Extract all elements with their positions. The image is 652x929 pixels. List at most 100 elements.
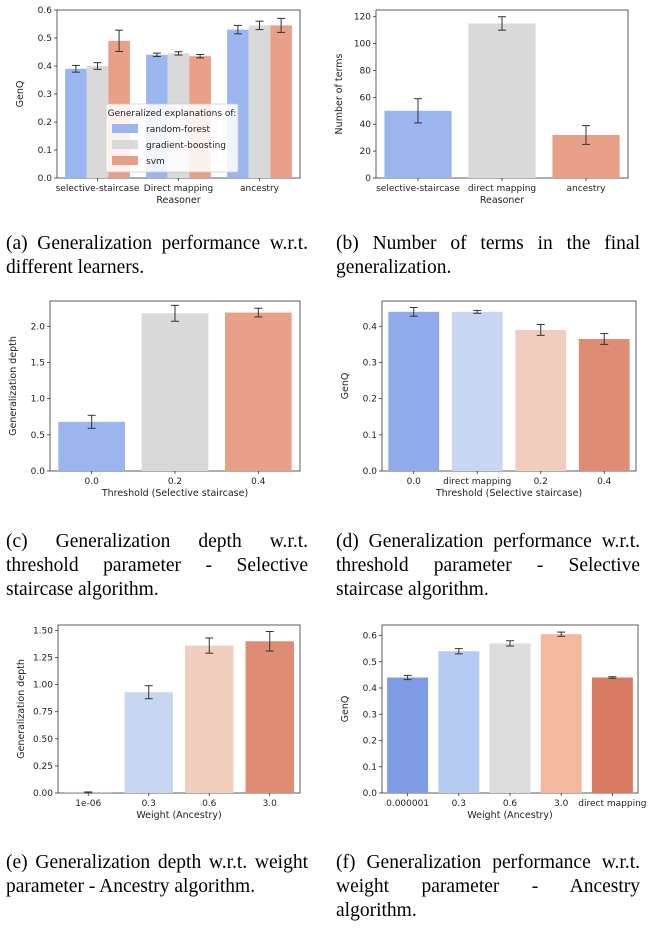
chart-b-svg: 0 20 40 60 80 100 120 Number of terms selective-… — [334, 9, 629, 206]
y-tick-label: 0 — [365, 174, 371, 184]
x-tick-label: 0.4 — [251, 477, 266, 487]
y-tick-label: 0.6 — [38, 6, 53, 16]
x-tick-label: ancestry — [567, 184, 607, 194]
y-tick-label: 2.0 — [31, 322, 46, 332]
x-tick-label: selective-staircase — [56, 184, 140, 194]
y-tick-label: 0.5 — [363, 658, 377, 668]
y-tick-label: 1.0 — [31, 395, 46, 405]
legend-swatch — [112, 124, 138, 133]
chart-c-svg: 0.0 0.5 1.0 1.5 2.0 Generalization depth 0.0 0.… — [8, 300, 301, 499]
caption-f: (f) Generalization performance w.r.t. we… — [336, 852, 640, 921]
chart-c: 0.0 0.5 1.0 1.5 2.0 Generalization depth 0.0 0.… — [0, 284, 326, 529]
y-tick-label: 0.00 — [33, 789, 53, 799]
x-tick-label: 3.0 — [554, 799, 569, 809]
y-tick-label: 0.3 — [363, 710, 377, 720]
y-axis-label: GenQ — [340, 373, 351, 400]
y-axis-label: Number of terms — [334, 54, 345, 135]
x-axis-label: Reasoner — [480, 195, 524, 206]
y-tick-label: 0.1 — [38, 146, 52, 156]
x-tick-label: direct mapping — [443, 477, 511, 487]
caption-c: (c) Generalization depth w.r.t. threshol… — [6, 531, 308, 600]
chart-e-svg: 0.00 0.25 0.50 0.75 1.00 1.25 1.50 Generalizati… — [16, 624, 301, 821]
x-tick-label: 0.6 — [503, 799, 518, 809]
x-tick-label: 0.000001 — [386, 799, 429, 809]
y-tick-label: 0.1 — [363, 763, 377, 773]
y-tick-label: 1.00 — [33, 681, 53, 691]
chart-f: 0.0 0.1 0.2 0.3 0.4 0.5 0.6 GenQ 0.000001 0.3 0.6 3… — [326, 605, 652, 850]
y-tick-label: 0.4 — [363, 322, 378, 332]
bar — [124, 692, 173, 793]
y-tick-label: 0.2 — [363, 737, 377, 747]
y-tick-label: 0.2 — [363, 395, 377, 405]
bar — [141, 313, 209, 471]
y-tick-label: 0.0 — [31, 467, 46, 477]
x-tick-label: selective-staircase — [376, 184, 460, 194]
x-axis-label: Weight (Ancestry) — [136, 810, 221, 821]
y-tick-label: 60 — [360, 93, 372, 103]
y-tick-label: 0.1 — [363, 431, 377, 441]
caption-e: (e) Generalization depth w.r.t. weight p… — [6, 852, 308, 897]
y-tick-label: 0.4 — [363, 684, 378, 694]
y-tick-label: 40 — [360, 120, 372, 130]
bar — [86, 66, 109, 178]
x-tick-label: 0.2 — [534, 477, 548, 487]
chart-d: 0.0 0.1 0.2 0.3 0.4 GenQ 0.0 direct mapping 0.2 0… — [326, 284, 652, 529]
y-tick-label: 1.5 — [31, 358, 45, 368]
chart-a: 0.0 0.1 0.2 0.3 0.4 0.5 0.6 GenQ selective-stair… — [0, 0, 326, 218]
plot-frame — [381, 300, 637, 472]
x-tick-label: 0.6 — [202, 799, 217, 809]
x-tick-label: ancestry — [240, 184, 280, 194]
y-tick-label: 0.3 — [38, 90, 52, 100]
legend-box — [105, 103, 239, 173]
y-tick-label: 0.0 — [38, 174, 53, 184]
x-tick-label: Direct mapping — [144, 184, 213, 194]
y-axis-label: GenQ — [15, 81, 26, 108]
y-tick-label: 20 — [360, 147, 372, 157]
bar — [540, 634, 582, 793]
bar — [489, 643, 531, 793]
bar — [248, 25, 271, 179]
x-tick-label: 0.0 — [85, 477, 100, 487]
y-tick-label: 0.3 — [363, 358, 377, 368]
bar — [245, 641, 294, 793]
x-tick-label: direct mapping — [468, 184, 536, 194]
y-tick-label: 100 — [354, 40, 371, 50]
x-tick-label: direct mapping — [578, 799, 646, 809]
caption-b: (b) Number of terms in the final general… — [336, 233, 640, 278]
legend-title: Generalized explanations of: — [108, 109, 237, 119]
y-axis-label: GenQ — [340, 696, 351, 723]
legend-entry: random-forest — [146, 125, 211, 135]
caption-d: (d) Generalization performance w.r.t. th… — [336, 531, 640, 600]
bar — [65, 68, 87, 178]
y-tick-label: 0.50 — [33, 735, 53, 745]
x-tick-label: 1e-06 — [75, 799, 101, 809]
bar — [451, 311, 503, 471]
x-axis-label: Reasoner — [156, 195, 200, 206]
x-axis-label: Threshold (Selective staircase) — [435, 488, 582, 499]
y-tick-label: 1.50 — [33, 626, 53, 636]
bar — [270, 25, 292, 179]
chart-f-svg: 0.0 0.1 0.2 0.3 0.4 0.5 0.6 GenQ 0.000001 0.3 0.6 3… — [340, 624, 647, 821]
bar — [515, 329, 567, 471]
x-tick-label: 0.3 — [142, 799, 156, 809]
y-tick-label: 120 — [354, 13, 371, 23]
legend-swatch — [112, 140, 138, 149]
y-tick-label: 0.2 — [38, 118, 52, 128]
x-tick-label: 3.0 — [263, 799, 278, 809]
y-tick-label: 0.6 — [363, 632, 378, 642]
bar — [225, 312, 292, 471]
x-axis-label: Weight (Ancestry) — [467, 810, 552, 821]
plot-frame — [57, 624, 301, 794]
chart-a-svg: 0.0 0.1 0.2 0.3 0.4 0.5 0.6 GenQ selective-stair… — [15, 6, 301, 206]
y-tick-label: 0.0 — [363, 467, 378, 477]
bar — [438, 651, 480, 793]
y-tick-label: 80 — [360, 66, 372, 76]
x-tick-label: 0.2 — [168, 477, 182, 487]
chart-b: 0 20 40 60 80 100 120 Number of terms selective-… — [326, 0, 652, 218]
x-tick-label: 0.0 — [407, 477, 422, 487]
legend-entry: gradient-boosting — [146, 141, 226, 151]
x-tick-label: 0.4 — [597, 477, 612, 487]
y-tick-label: 0.0 — [363, 789, 378, 799]
x-tick-label: 0.3 — [452, 799, 466, 809]
bar — [388, 311, 440, 471]
